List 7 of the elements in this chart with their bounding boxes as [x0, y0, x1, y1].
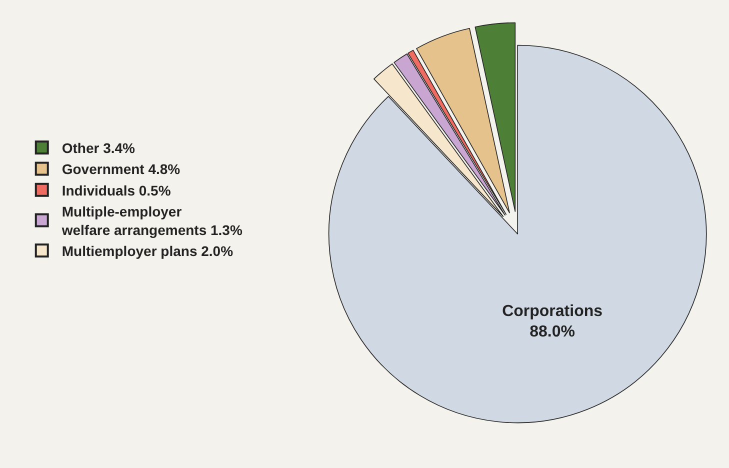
legend-label: Other 3.4% [62, 140, 136, 156]
legend-label: Multiple-employer welfare arrangements 1.3% [60, 204, 243, 238]
legend-label: Multiemployer plans 2.0% [62, 242, 234, 259]
data-label: 88.0% [530, 324, 575, 341]
legend-label: Individuals 0.5% [62, 182, 172, 198]
legend-label: Government 4.8% [62, 161, 181, 178]
slice-label: Corporations [502, 302, 603, 320]
